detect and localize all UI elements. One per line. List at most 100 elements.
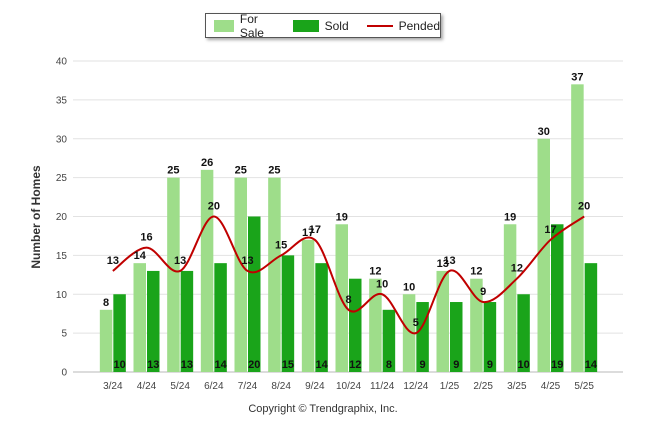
data-label-sold: 8: [386, 359, 392, 371]
gridlines: [73, 60, 623, 373]
bar-sold: [517, 294, 530, 372]
bar-sold: [147, 270, 160, 372]
data-label-pended: 13: [107, 255, 119, 267]
data-label-pended: 17: [309, 224, 321, 236]
data-label-pended: 20: [578, 201, 590, 213]
legend: For Sale Sold Pended: [205, 12, 441, 40]
y-tick-label: 30: [56, 134, 68, 145]
legend-swatch-pended: [366, 24, 393, 27]
y-tick-label: 20: [56, 212, 68, 223]
bar-for-sale: [436, 270, 449, 372]
data-label-sold: 13: [147, 359, 159, 371]
bar-for-sale: [537, 138, 550, 372]
x-tick-label: 4/24: [137, 381, 157, 392]
data-label-pended: 20: [208, 201, 220, 213]
data-label-for-sale: 17: [302, 227, 314, 239]
legend-label-for-sale: For Sale: [239, 11, 264, 40]
bar-sold: [483, 302, 497, 372]
data-label-for-sale: 8: [103, 297, 109, 309]
data-label-pended: 13: [443, 255, 455, 267]
bar-for-sale: [571, 84, 584, 372]
bar-sold: [180, 270, 194, 372]
x-tick-label: 5/24: [170, 381, 190, 392]
bars: [99, 84, 598, 372]
data-label-sold: 13: [181, 359, 193, 371]
data-label-pended: 9: [480, 286, 486, 298]
bar-sold: [113, 294, 126, 372]
bar-for-sale: [133, 263, 146, 372]
data-label-pended: 13: [174, 255, 186, 267]
data-label-pended: 10: [376, 278, 388, 290]
data-label-sold: 9: [420, 359, 426, 371]
legend-item-sold[interactable]: Sold: [292, 18, 349, 33]
x-tick-label: 3/24: [103, 381, 123, 392]
y-tick-label: 35: [56, 95, 68, 106]
data-label-for-sale: 13: [437, 258, 449, 270]
data-label-for-sale: 25: [268, 165, 280, 177]
x-tick-label: 8/24: [271, 381, 291, 392]
bar-for-sale: [99, 309, 113, 372]
bar-for-sale: [167, 177, 180, 372]
bar-sold: [551, 224, 564, 372]
data-label-sold: 9: [453, 359, 459, 371]
data-label-for-sale: 25: [235, 165, 247, 177]
x-tick-label: 11/24: [370, 381, 395, 392]
bar-for-sale: [369, 278, 382, 372]
y-tick-label: 25: [56, 173, 68, 184]
pended-line: [112, 215, 585, 335]
bar-sold: [214, 263, 227, 372]
data-label-for-sale: 19: [504, 211, 516, 223]
bar-sold: [584, 263, 598, 372]
legend-item-pended[interactable]: Pended: [366, 18, 440, 33]
data-label-for-sale: 14: [134, 250, 147, 262]
y-axis-title: Number of Homes: [29, 165, 43, 269]
legend-item-for-sale[interactable]: For Sale: [214, 12, 275, 40]
bar-for-sale: [268, 177, 281, 372]
bar-for-sale: [301, 239, 315, 372]
data-label-sold: 14: [315, 359, 328, 371]
y-tick-label: 5: [61, 329, 67, 340]
y-tick-label: 0: [61, 368, 67, 379]
data-label-for-sale: 25: [167, 165, 179, 177]
data-label-pended: 13: [241, 255, 253, 267]
x-tick-label: 5/25: [574, 381, 594, 392]
data-label-sold: 19: [551, 359, 563, 371]
data-label-sold: 15: [282, 359, 294, 371]
legend-swatch-sold: [292, 19, 319, 32]
x-tick-label: 9/24: [305, 381, 325, 392]
data-label-sold: 10: [517, 359, 529, 371]
bar-for-sale: [234, 177, 247, 372]
data-label-for-sale: 12: [470, 266, 482, 278]
data-label-pended: 17: [544, 224, 556, 236]
data-label-for-sale: 30: [538, 126, 550, 138]
bar-sold: [450, 302, 463, 372]
bar-for-sale: [402, 294, 416, 372]
legend-label-sold: Sold: [324, 18, 349, 33]
x-tick-label: 12/24: [403, 381, 428, 392]
data-label-pended: 16: [140, 232, 152, 244]
data-label-pended: 8: [345, 294, 351, 306]
x-tick-label: 4/25: [541, 381, 561, 392]
data-label-sold: 9: [487, 359, 493, 371]
data-label-for-sale: 26: [201, 157, 213, 169]
y-tick-label: 40: [56, 57, 68, 68]
x-axis-ticks: 3/24 4/24 5/24 6/24 7/24 8/24 9/24 10/24 11/24 12…: [103, 381, 594, 392]
y-axis-ticks: 0 5 10 15 20 25 30 35 40: [56, 57, 68, 379]
y-tick-label: 10: [56, 290, 68, 301]
pended-line-path: [112, 215, 585, 335]
data-label-sold: 20: [248, 359, 260, 371]
legend-swatch-for-sale: [214, 19, 234, 32]
data-label-pended: 15: [275, 239, 287, 251]
data-label-for-sale: 37: [571, 71, 583, 83]
data-label-for-sale: 19: [336, 211, 348, 223]
x-tick-label: 1/25: [440, 381, 460, 392]
x-tick-label: 10/24: [336, 381, 361, 392]
data-label-sold: 12: [349, 359, 361, 371]
x-tick-label: 2/25: [473, 381, 493, 392]
legend-label-pended: Pended: [398, 18, 440, 33]
bar-for-sale: [470, 278, 483, 372]
bar-for-sale: [200, 169, 214, 372]
bar-sold: [248, 216, 261, 372]
